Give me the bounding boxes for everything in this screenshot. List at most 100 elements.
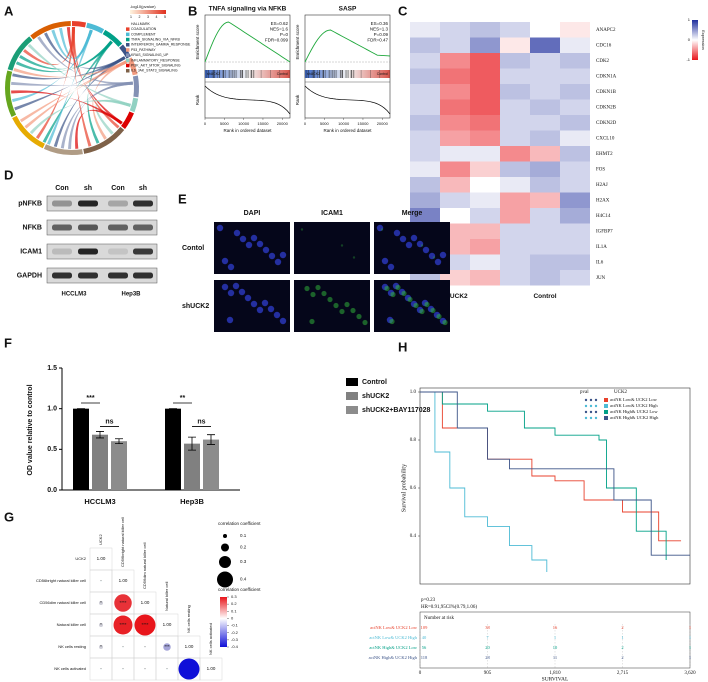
nucleus: [256, 240, 264, 248]
cell-label: ***: [164, 644, 170, 649]
legend-term: INFLAMMATORY_RESPONSE: [131, 58, 180, 62]
lane-label: Con: [55, 185, 69, 192]
cell-label: *: [100, 622, 102, 627]
correlation-dot: [99, 601, 103, 605]
risk-count: 1: [554, 635, 556, 640]
nucleus: [405, 241, 413, 249]
heatmap-cell: [560, 84, 590, 100]
micrograph: [374, 222, 450, 274]
legend-swatch: [126, 69, 130, 73]
heatmap-cell: [410, 161, 440, 177]
legend-swatch: [604, 416, 608, 420]
y-tick-label: 1.5: [47, 365, 57, 372]
legend-title: correlation coefficient: [218, 587, 261, 592]
nucleus: [238, 288, 246, 296]
icam1-signal: [432, 256, 436, 259]
icam1-signal: [339, 308, 345, 315]
cell-label: -: [166, 666, 168, 671]
heatmap-cell: [410, 37, 440, 53]
x-tick-label: 3,620: [684, 671, 696, 676]
correlation-dot: [144, 668, 146, 670]
heatmap-cell: [530, 161, 560, 177]
legend-swatch: [126, 48, 130, 52]
channel-label: DAPI: [244, 210, 261, 217]
heatmap-cell: [440, 84, 470, 100]
correlation-dot: [113, 615, 133, 635]
hit-strip: [205, 70, 290, 78]
chord-segment: [129, 97, 139, 113]
risk-count: 28: [485, 655, 490, 660]
nucleus: [227, 263, 235, 271]
gsea-stat: ES=0.36: [371, 21, 389, 26]
heatmap-cell: [410, 22, 440, 38]
heatmap-cell: [470, 53, 500, 69]
pval-dot: [584, 410, 588, 414]
correlation-dot: [99, 645, 103, 649]
legend-swatch: [126, 27, 130, 31]
icam1-signal: [309, 318, 315, 325]
blot-band: [108, 200, 128, 207]
colorbar-tick: 0: [688, 37, 691, 42]
nucleus: [387, 263, 395, 271]
y-tick-label: 0.5: [47, 446, 57, 453]
legend-term: KRAS_SIGNALING_UP: [131, 53, 169, 57]
correlation-dot: [99, 623, 103, 627]
risk-count: 20: [485, 645, 490, 650]
heatmap-cell: [500, 223, 530, 239]
risk-count: 7: [486, 635, 489, 640]
legend-label: shUCK2+BAY117028: [362, 407, 431, 414]
panel-label: E: [178, 191, 187, 206]
chord-ribbon: [11, 81, 133, 86]
chord-segment: [83, 126, 125, 154]
channel-label: ICAM1: [321, 210, 343, 217]
size-key-label: 0.4: [240, 577, 247, 582]
row-label: NK cells resting: [58, 644, 86, 649]
cell-label: 1.00: [163, 622, 172, 627]
micrograph: [294, 222, 370, 274]
legend-label: actNK Low& UCK2 Low: [610, 397, 658, 402]
column-label: UCK2: [98, 534, 103, 545]
gene-label: CDC16: [596, 43, 612, 48]
heatmap-cell: [470, 177, 500, 193]
risk-count: 109: [421, 625, 429, 630]
heatmap-cell: [410, 146, 440, 162]
risk-count: 2: [621, 645, 623, 650]
nucleus: [221, 257, 229, 265]
strip-tag: Control: [377, 72, 389, 76]
cell-label: -: [100, 578, 102, 583]
nucleus: [267, 305, 275, 313]
heatmap-cell: [470, 146, 500, 162]
bar: [111, 441, 127, 490]
legend-title: correlation coefficient: [218, 521, 261, 526]
nucleus: [428, 252, 436, 260]
protein-label: ICAM1: [20, 248, 42, 255]
size-key-label: 0.1: [240, 533, 247, 538]
correlation-dot: [100, 668, 102, 670]
risk-count: 2: [621, 655, 623, 660]
nucleus: [250, 234, 258, 242]
risk-count: 56: [422, 645, 427, 650]
heatmap-cell: [560, 192, 590, 208]
x-axis-label: SURVIVAL: [542, 676, 569, 682]
heatmap-cell: [470, 270, 500, 286]
gene-label: IL6: [596, 260, 604, 265]
panel-label: G: [4, 509, 14, 524]
gene-label: IL1A: [596, 245, 607, 250]
nucleus: [279, 251, 287, 259]
protein-label: pNFKB: [18, 200, 42, 207]
icam1-signal: [419, 308, 425, 315]
correlation-dot: [144, 646, 146, 648]
pval-dot: [594, 398, 598, 402]
icam1-signal: [436, 313, 442, 320]
heatmap-cell: [530, 130, 560, 146]
correlation-dot: [178, 658, 200, 680]
legend-label: actNK High& UCK2 High: [610, 415, 659, 420]
heatmap-cell: [470, 254, 500, 270]
legend-label: actNK Low& UCK2 High: [610, 403, 658, 408]
risk-table-title: Number at risk: [424, 616, 454, 621]
y-tick-label: 1.0: [47, 406, 57, 413]
nucleus: [244, 294, 252, 302]
icam1-signal: [350, 307, 356, 314]
blot-band: [133, 224, 153, 231]
gsea-frame: [204, 14, 291, 119]
